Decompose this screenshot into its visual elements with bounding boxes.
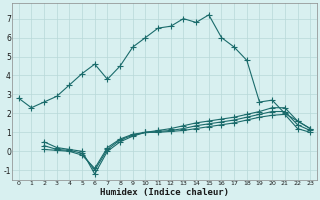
X-axis label: Humidex (Indice chaleur): Humidex (Indice chaleur) xyxy=(100,188,229,197)
